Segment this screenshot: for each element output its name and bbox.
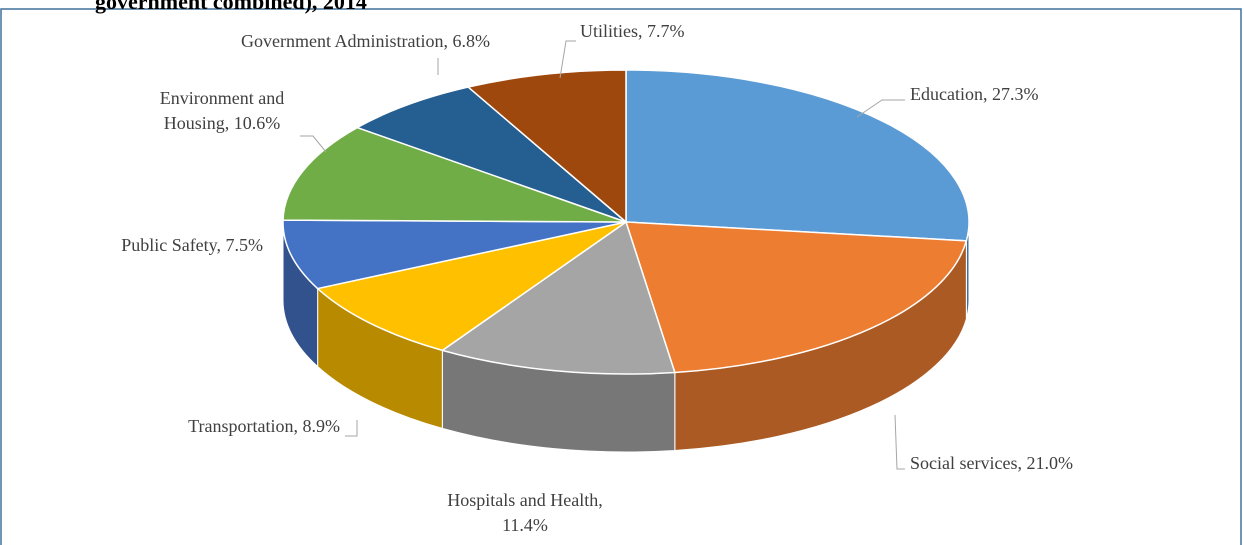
slice xyxy=(282,126,627,223)
slice xyxy=(624,221,968,374)
leader-line xyxy=(894,414,905,470)
data-label: Utilities, 7.7% xyxy=(580,21,685,41)
leader-line xyxy=(856,99,905,118)
slice xyxy=(316,221,627,352)
data-label: Public Safety, 7.5% xyxy=(121,235,263,255)
data-label: Hospitals and Health, 11.4% xyxy=(447,490,602,535)
chart-title: government combined), 2014 xyxy=(95,0,367,14)
leader-line xyxy=(559,40,576,79)
data-label: Transportation, 8.9% xyxy=(188,416,340,436)
slice xyxy=(466,69,627,224)
slice xyxy=(440,220,676,375)
leader-line xyxy=(345,420,358,437)
data-label: Government Administration, 6.8% xyxy=(241,31,490,51)
slice xyxy=(282,219,627,290)
slice xyxy=(625,69,970,242)
leader-line xyxy=(300,135,327,153)
slice xyxy=(355,86,627,223)
data-label: Education, 27.3% xyxy=(910,84,1038,104)
data-label: Environment and Housing, 10.6% xyxy=(160,88,284,133)
data-label: Social services, 21.0% xyxy=(910,453,1073,473)
